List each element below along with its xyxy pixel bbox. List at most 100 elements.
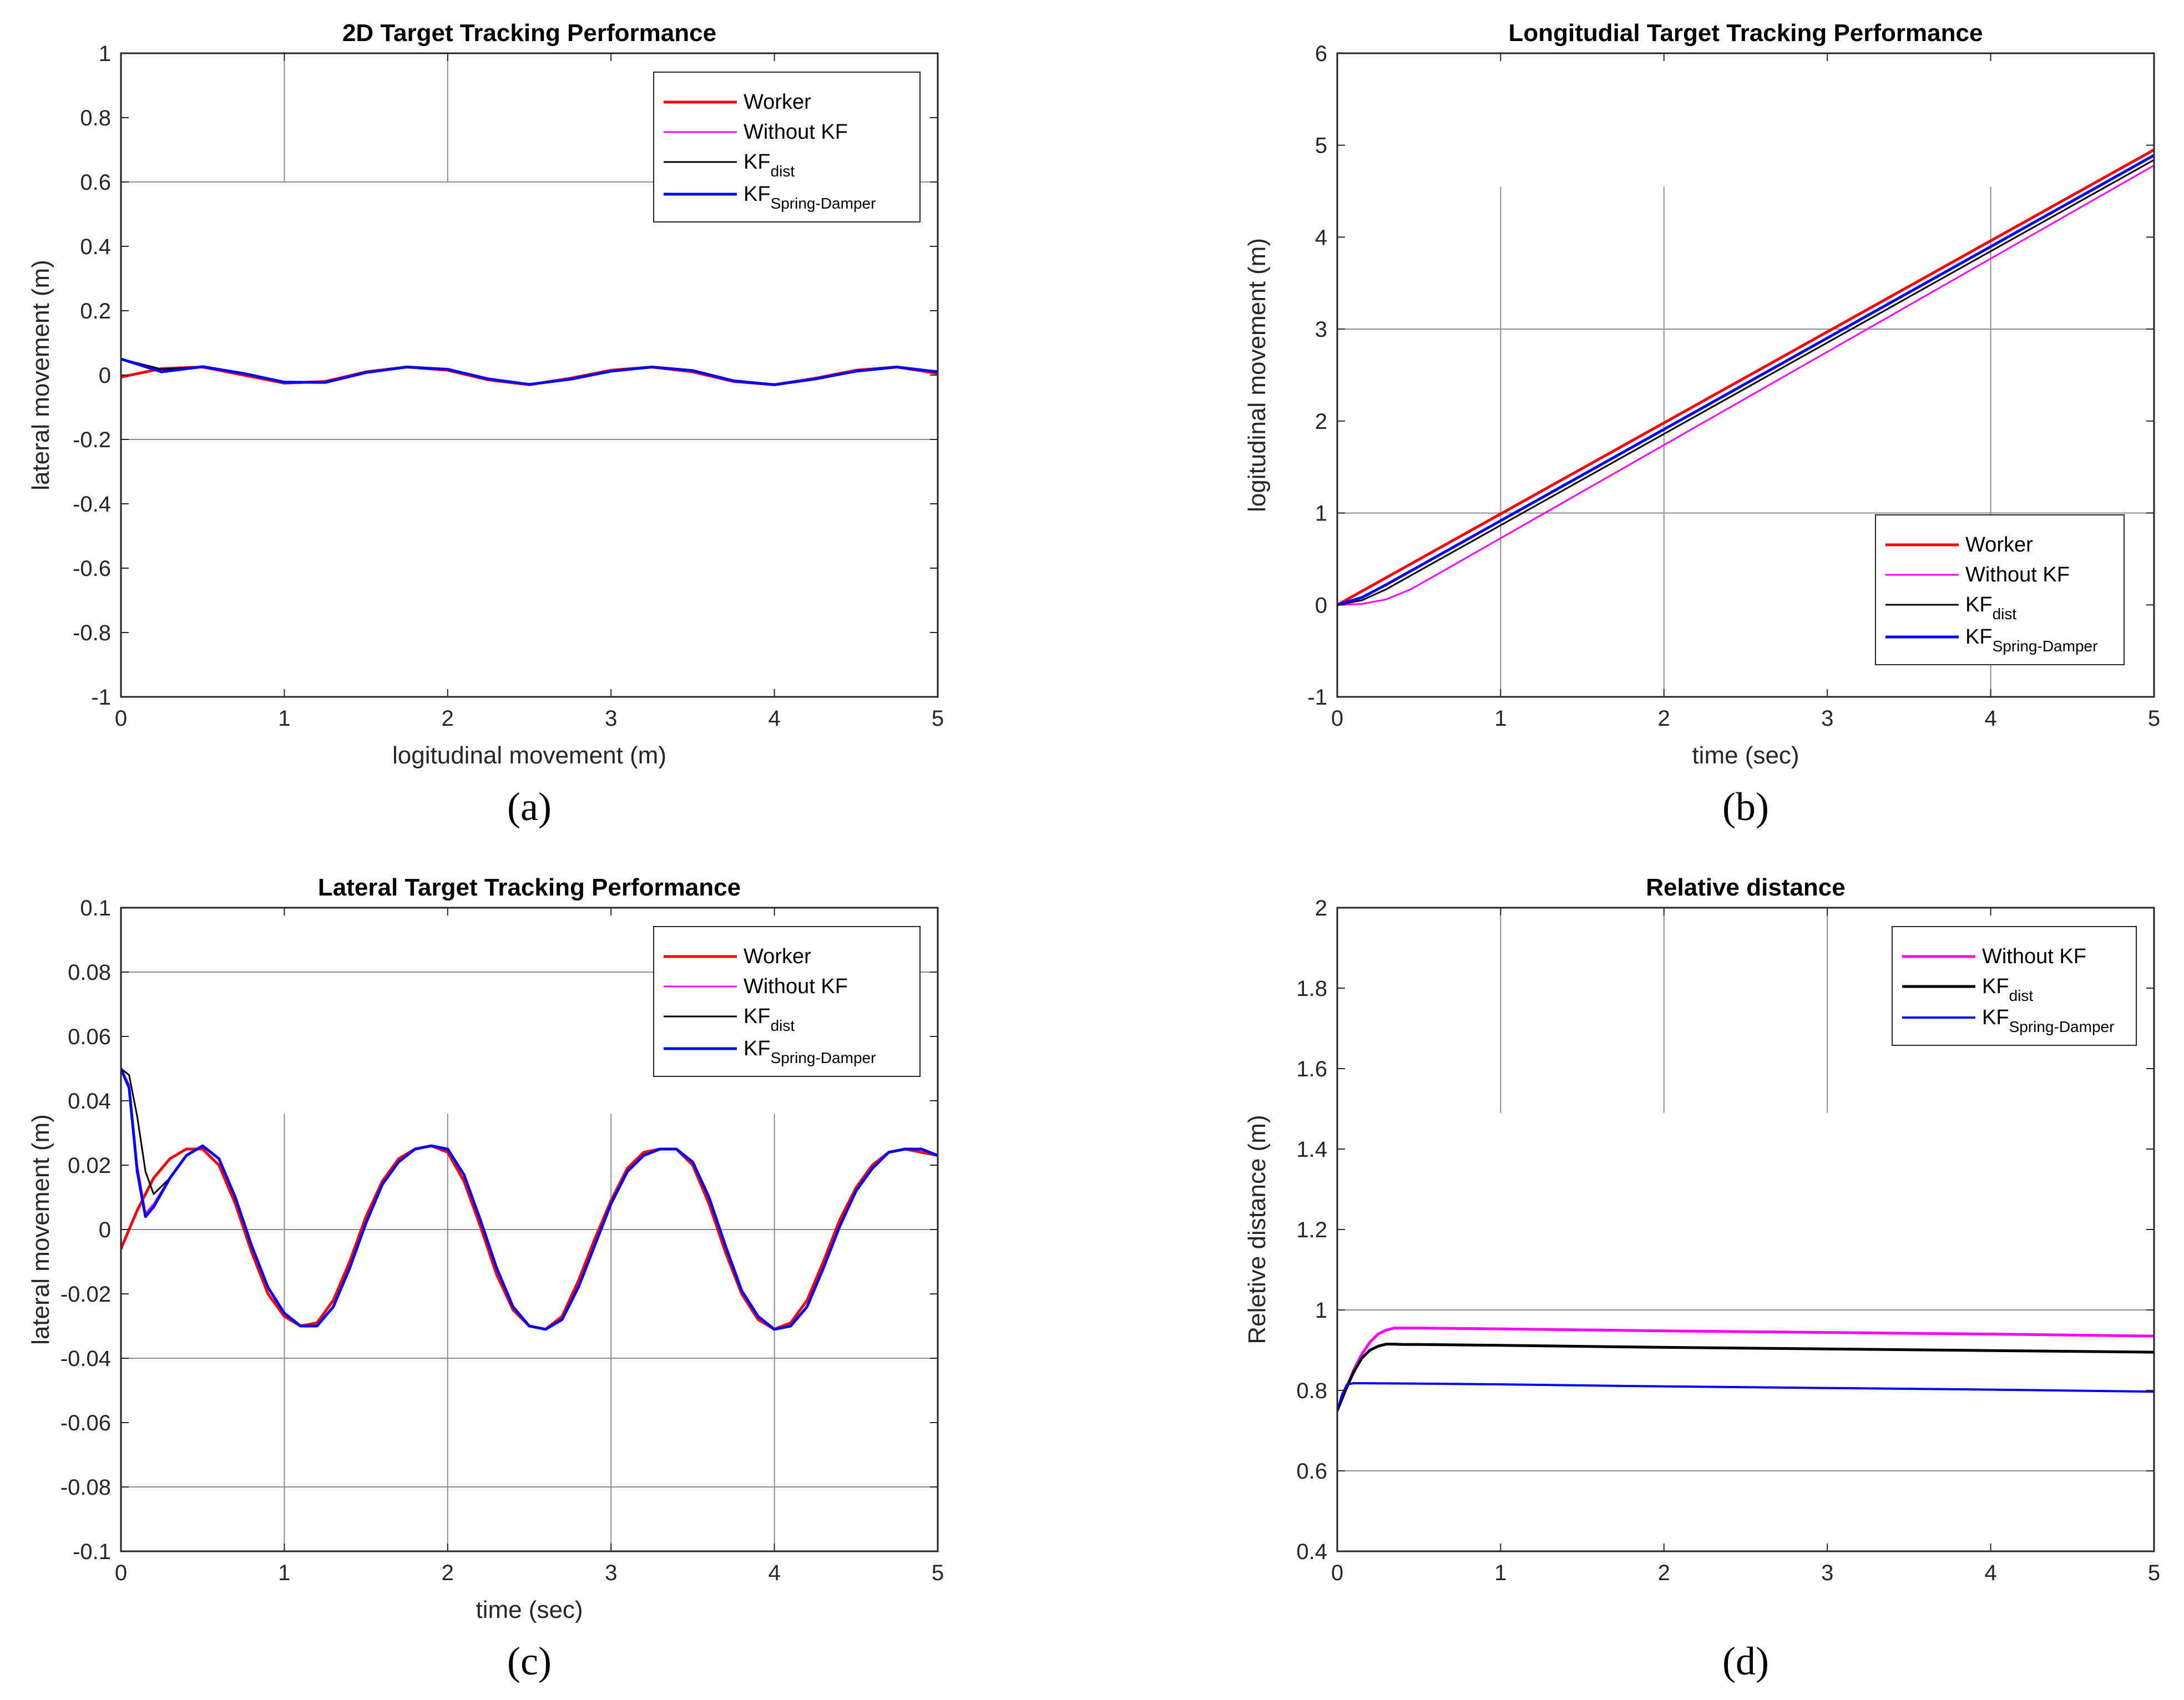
legend: Worker Without KF KFdist KFSpring-Damper [653,926,921,1077]
x-tick-label: 5 [2148,1561,2160,1585]
y-axis-label: lateral movement (m) [27,260,54,490]
x-tick-label: 1 [1494,706,1506,731]
x-axis-label: time (sec) [1692,742,1799,769]
x-tick-label: 3 [605,706,617,731]
y-tick-label: -0.02 [60,1282,111,1307]
legend-item-kf-spring-damper-label: KFSpring-Damper [1982,1006,2114,1035]
chart-title: 2D Target Tracking Performance [342,19,716,47]
y-tick-label: 0.02 [68,1153,111,1178]
chart-c: 0 1 2 3 4 5 -0.1 -0.08 -0.06 -0.04 -0.02 0 0.02 0.04 0… [27,874,944,1683]
x-tick-label: 2 [1658,1561,1670,1585]
series-line-kf-spring-damper [121,1067,938,1331]
legend-item-without-kf-label: Without KF [744,120,848,144]
y-axis-label: logitudinal movement (m) [1243,238,1271,512]
legend-item-kf-dist-label: KFdist [744,150,795,180]
y-tick-label: -1 [1307,685,1327,710]
y-tick-label: 3 [1315,317,1327,342]
x-tick-label: 3 [1821,1561,1833,1585]
legend-box [1875,514,2125,665]
x-tick-label: 0 [1331,706,1343,731]
y-tick-label: -0.2 [73,428,111,452]
y-axis-label: lateral movement (m) [27,1114,54,1345]
legend-box [653,926,921,1077]
y-tick-label: -0.04 [60,1347,111,1371]
y-axis-label: Reletive distance (m) [1243,1115,1271,1344]
legend-item-without-kf: Without KF [664,975,848,998]
series-line-worker [1337,148,2154,606]
y-tick-label: 0 [99,1218,111,1242]
y-tick-label: 0.4 [1296,1540,1327,1564]
series-line-kf-spring-damper [121,357,938,386]
series-line-without-kf [1337,164,2154,606]
legend-item-kf-spring-damper-label: KFSpring-Damper [1965,625,2097,655]
legend-item-worker: Worker [664,945,811,968]
chart-title: Lateral Target Tracking Performance [318,874,741,901]
series-line-kf-dist [1337,159,2154,606]
x-axis-label: time (sec) [476,1596,583,1623]
x-tick-label: 4 [768,1561,780,1585]
y-tick-label: -1 [91,685,111,710]
legend-item-without-kf: Without KF [1885,563,2070,586]
series-group [1337,1327,2154,1412]
chart-title: Longitudial Target Tracking Performance [1509,19,1983,47]
x-tick-label: 4 [1984,706,1996,731]
y-tick-label: 2 [1315,409,1327,434]
legend-item-worker-label: Worker [744,945,811,968]
y-tick-label: 1.8 [1296,977,1327,1001]
x-tick-label: 5 [2148,706,2160,731]
panel-label: (c) [507,1639,552,1683]
y-tick-label: 1 [99,42,111,66]
legend-item-kf-dist: KFdist [1885,593,2016,623]
y-tick-label: 0.1 [80,896,111,920]
x-tick-label: 2 [442,1561,454,1585]
chart-a: 0 1 2 3 4 5 -1 -0.8 -0.6 -0.4 -0.2 0 0.2 0.4 0.6 0.8 1 2D… [27,19,944,829]
panel-label: (d) [1722,1639,1769,1683]
y-tick-label: 0.08 [68,960,111,985]
y-tick-label: 1 [1315,502,1327,526]
y-tick-label: -0.06 [60,1411,111,1435]
x-tick-label: 0 [115,706,127,731]
legend-item-without-kf: Without KF [1902,945,2086,968]
y-tick-label: 4 [1315,225,1327,250]
x-tick-label: 4 [768,706,780,731]
series-group [121,1067,938,1331]
y-tick-label: 0.6 [80,170,111,195]
y-tick-label: 0 [99,363,111,388]
legend-item-worker-label: Worker [1965,533,2033,556]
y-tick-label: 1 [1315,1298,1327,1323]
y-tick-label: 0 [1315,593,1327,618]
y-tick-label: 1.2 [1296,1218,1327,1242]
legend-box [653,72,921,222]
legend-item-kf-dist: KFdist [664,1005,795,1034]
x-tick-label: 3 [1821,706,1833,731]
x-tick-label: 0 [1331,1561,1343,1585]
y-tick-label: 1.4 [1296,1137,1327,1162]
legend-item-kf-spring-damper: KFSpring-Damper [1902,1006,2114,1035]
y-tick-label: 0.8 [1296,1379,1327,1403]
y-tick-label: 0.04 [68,1089,111,1114]
x-tick-label: 5 [932,706,944,731]
legend-item-kf-spring-damper: KFSpring-Damper [664,1037,876,1066]
x-tick-label: 5 [932,1561,944,1585]
y-tick-label: -0.6 [73,556,111,581]
y-tick-label: -0.1 [73,1540,111,1564]
x-tick-label: 1 [278,1561,290,1585]
x-tick-label: 1 [278,706,290,731]
y-tick-label: 0.6 [1296,1459,1327,1484]
series-line-kf-spring-damper [1337,154,2154,606]
x-tick-label: 0 [115,1561,127,1585]
chart-title: Relative distance [1646,874,1846,901]
legend-item-worker: Worker [664,90,811,114]
x-axis-label: logitudinal movement (m) [392,742,666,769]
legend-item-kf-dist-label: KFdist [744,1005,795,1034]
y-tick-label: 0.4 [80,235,111,259]
series-line-kf-dist [1337,1343,2154,1412]
legend-item-kf-spring-damper: KFSpring-Damper [1885,625,2097,655]
series-group [1337,148,2154,606]
